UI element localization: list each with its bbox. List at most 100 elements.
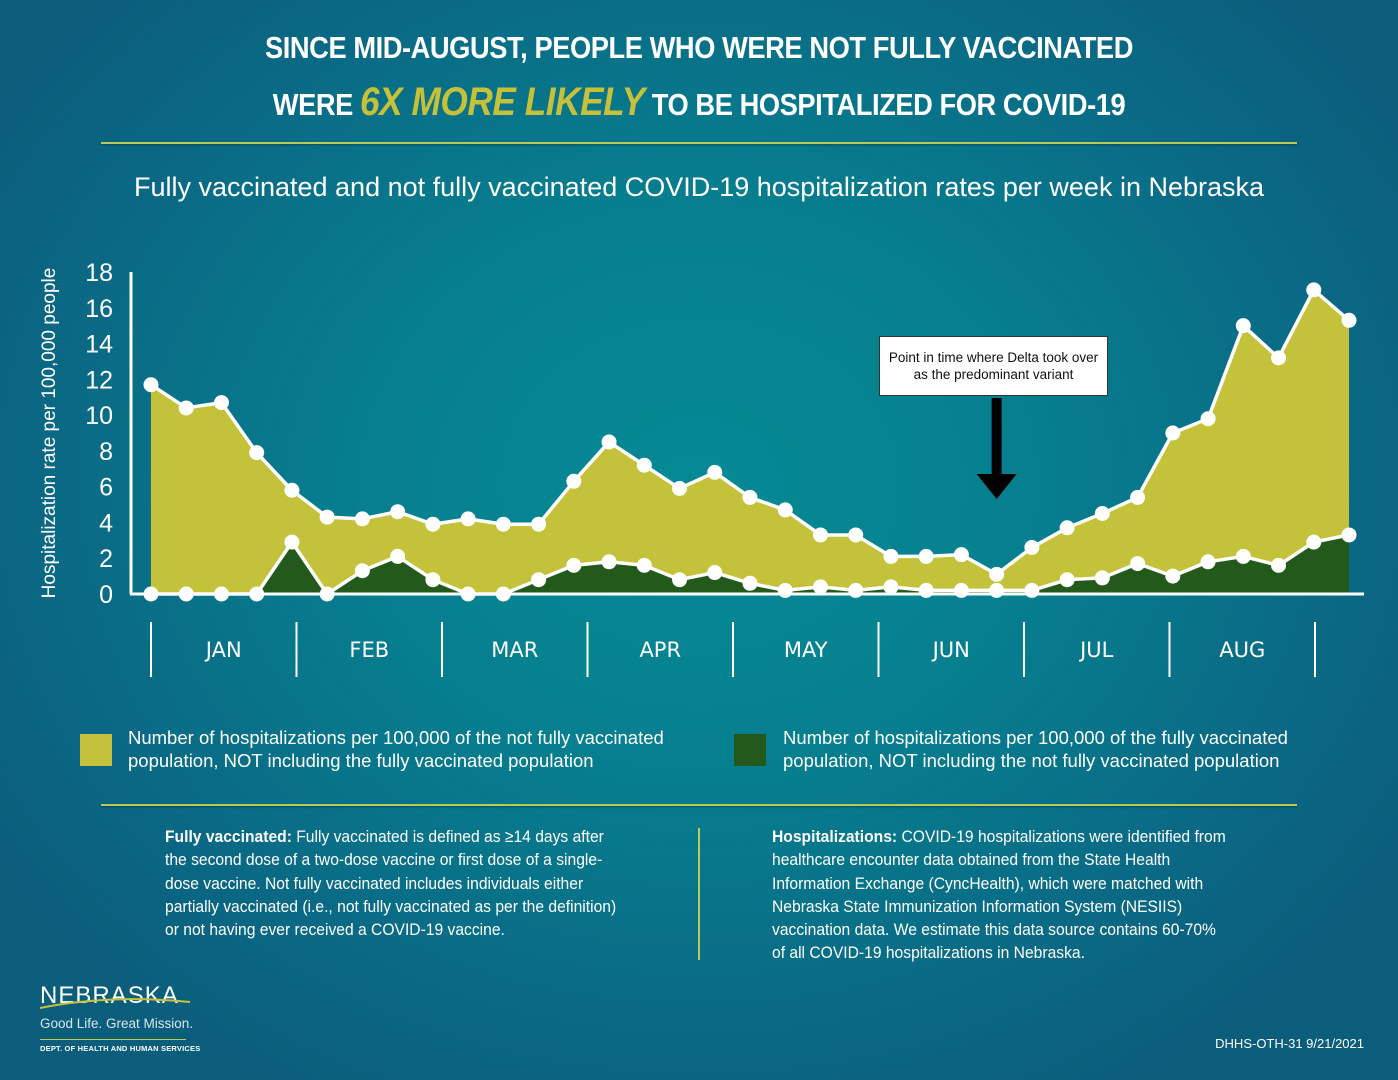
chart-title: Fully vaccinated and not fully vaccinate… — [133, 172, 1265, 202]
data-point-fully_vaccinated — [918, 582, 934, 598]
legend-label-fully-vaccinated: Number of hospitalizations per 100,000 o… — [783, 727, 1288, 771]
y-tick-label: 8 — [99, 438, 113, 466]
data-point-fully_vaccinated — [707, 565, 723, 581]
data-point-not_fully_vaccinated — [249, 445, 265, 461]
data-point-not_fully_vaccinated — [495, 516, 511, 532]
data-point-not_fully_vaccinated — [566, 473, 582, 489]
note-hospitalizations-label: Hospitalizations: — [772, 827, 898, 846]
x-tick-label-may: MAY — [784, 638, 828, 662]
logo-swoosh-icon — [40, 998, 190, 1009]
data-point-fully_vaccinated — [1271, 557, 1287, 573]
data-point-fully_vaccinated — [989, 582, 1005, 598]
data-point-not_fully_vaccinated — [1271, 350, 1287, 366]
x-tick-label-mar: MAR — [491, 638, 538, 662]
data-point-fully_vaccinated — [1341, 527, 1357, 543]
x-tick-label-aug: AUG — [1219, 638, 1265, 662]
logo-dept: DEPT. OF HEALTH AND HUMAN SERVICES — [40, 1044, 201, 1053]
data-point-not_fully_vaccinated — [1130, 489, 1146, 505]
data-point-fully_vaccinated — [883, 579, 899, 595]
data-point-fully_vaccinated — [319, 586, 335, 602]
delta-annotation-box: Point in time where Delta took over as t… — [879, 336, 1108, 396]
y-tick-label: 18 — [85, 259, 113, 287]
data-point-not_fully_vaccinated — [707, 464, 723, 480]
data-point-not_fully_vaccinated — [1024, 539, 1040, 555]
data-point-fully_vaccinated — [848, 582, 864, 598]
data-point-not_fully_vaccinated — [777, 502, 793, 518]
data-point-fully_vaccinated — [531, 572, 547, 588]
data-point-fully_vaccinated — [1165, 568, 1181, 584]
notes-divider — [698, 828, 700, 960]
point-layer — [143, 282, 1357, 602]
data-point-not_fully_vaccinated — [989, 566, 1005, 582]
data-point-fully_vaccinated — [742, 575, 758, 591]
data-point-not_fully_vaccinated — [742, 489, 758, 505]
data-point-not_fully_vaccinated — [1341, 312, 1357, 328]
data-point-fully_vaccinated — [566, 557, 582, 573]
data-point-not_fully_vaccinated — [1200, 411, 1216, 427]
data-point-not_fully_vaccinated — [531, 516, 547, 532]
data-point-not_fully_vaccinated — [1059, 520, 1075, 536]
y-tick-label: 10 — [85, 402, 113, 430]
area-fully_vaccinated — [151, 534, 1349, 594]
annotation-arrow — [976, 398, 1017, 499]
tick-layer: 0 2 4 6 8 10 12 14 16 18 — [85, 259, 113, 609]
data-point-fully_vaccinated — [1094, 570, 1110, 586]
x-tick-label-apr: APR — [639, 638, 681, 662]
data-point-not_fully_vaccinated — [319, 509, 335, 525]
data-point-fully_vaccinated — [390, 548, 406, 564]
y-tick-label: 4 — [99, 509, 113, 537]
x-tick-label-feb: FEB — [349, 638, 389, 662]
data-point-fully_vaccinated — [249, 586, 265, 602]
note-fully-vaccinated: Fully vaccinated: Fully vaccinated is de… — [165, 825, 625, 941]
data-point-not_fully_vaccinated — [354, 511, 370, 527]
data-point-not_fully_vaccinated — [284, 482, 300, 498]
chart-svg: 0 2 4 6 8 10 12 14 16 18 JAN FEB MAR APR MAY JUN JUL AUG — [85, 259, 1357, 677]
data-point-fully_vaccinated — [812, 579, 828, 595]
month-layer: JAN FEB MAR APR MAY JUN JUL AUG — [150, 622, 1316, 677]
middle-divider — [101, 804, 1297, 806]
data-point-not_fully_vaccinated — [1165, 425, 1181, 441]
data-point-fully_vaccinated — [1306, 534, 1322, 550]
data-point-not_fully_vaccinated — [883, 548, 899, 564]
x-tick-label-jan: JAN — [204, 638, 242, 662]
y-tick-label: 0 — [99, 581, 113, 609]
y-tick-label: 16 — [85, 295, 113, 323]
data-point-not_fully_vaccinated — [601, 434, 617, 450]
note-hospitalizations: Hospitalizations: COVID-19 hospitalizati… — [772, 825, 1232, 965]
legend-label-not-fully-vaccinated: Number of hospitalizations per 100,000 o… — [128, 727, 664, 771]
data-point-not_fully_vaccinated — [390, 504, 406, 520]
data-point-not_fully_vaccinated — [1235, 318, 1251, 334]
y-tick-label: 2 — [99, 545, 113, 573]
data-point-not_fully_vaccinated — [1306, 282, 1322, 298]
headline-line-1: SINCE MID-AUGUST, PEOPLE WHO WERE NOT FU… — [265, 30, 1133, 65]
data-point-not_fully_vaccinated — [425, 516, 441, 532]
data-point-not_fully_vaccinated — [848, 527, 864, 543]
data-point-fully_vaccinated — [1059, 572, 1075, 588]
data-point-fully_vaccinated — [354, 563, 370, 579]
data-point-not_fully_vaccinated — [672, 480, 688, 496]
data-point-not_fully_vaccinated — [953, 547, 969, 563]
data-point-fully_vaccinated — [601, 554, 617, 570]
data-point-not_fully_vaccinated — [918, 548, 934, 564]
data-point-not_fully_vaccinated — [460, 511, 476, 527]
data-point-fully_vaccinated — [1200, 554, 1216, 570]
data-point-fully_vaccinated — [636, 557, 652, 573]
data-point-fully_vaccinated — [213, 586, 229, 602]
x-tick-label-jul: JUL — [1078, 638, 1114, 662]
data-point-not_fully_vaccinated — [812, 527, 828, 543]
data-point-fully_vaccinated — [178, 586, 194, 602]
legend-swatch-fully-vaccinated — [734, 734, 766, 766]
data-point-not_fully_vaccinated — [636, 457, 652, 473]
logo-tagline: Good Life. Great Mission. — [40, 1016, 194, 1031]
y-tick-label: 12 — [85, 366, 113, 394]
data-point-fully_vaccinated — [425, 572, 441, 588]
data-point-fully_vaccinated — [495, 586, 511, 602]
x-tick-label-jun: JUN — [931, 638, 970, 662]
legend-swatch-not-fully-vaccinated — [80, 734, 112, 766]
footer-doc-id: DHHS-OTH-31 9/21/2021 — [1215, 1036, 1364, 1051]
data-point-fully_vaccinated — [143, 586, 159, 602]
data-point-not_fully_vaccinated — [143, 377, 159, 393]
data-point-fully_vaccinated — [953, 582, 969, 598]
area-layer — [151, 289, 1349, 594]
headline-suffix: TO BE HOSPITALIZED FOR COVID-19 — [651, 87, 1126, 122]
